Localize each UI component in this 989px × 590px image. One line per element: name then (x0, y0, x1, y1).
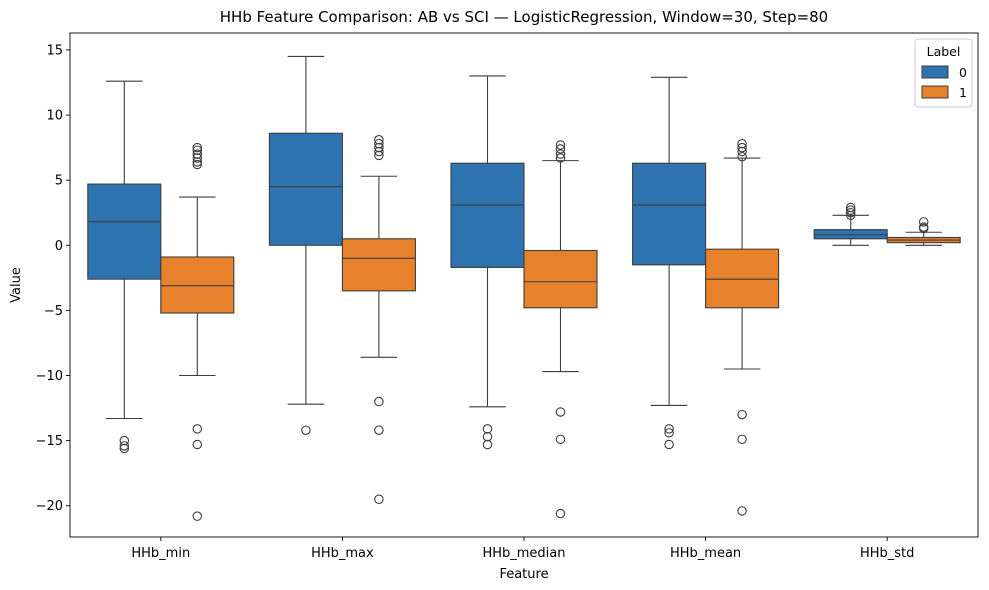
outlier-point (664, 439, 674, 450)
x-tick-label: HHb_max (311, 546, 374, 561)
outlier-point (555, 140, 566, 150)
x-tick-label: HHb_median (482, 546, 565, 561)
box-HHb_median-label-0 (450, 75, 525, 450)
outlier-point (555, 144, 566, 154)
outlier-point (192, 145, 203, 155)
outlier-point (374, 494, 384, 504)
outlier-point (555, 434, 566, 445)
outlier-point (192, 439, 203, 450)
outlier-point (737, 151, 747, 162)
outlier-point (374, 150, 384, 161)
chart-title: HHb Feature Comparison: AB vs SCI — Logi… (220, 8, 828, 26)
box-HHb_std-label-0 (813, 202, 888, 246)
outlier-point (374, 396, 384, 407)
outlier-point (737, 146, 747, 157)
y-tick-label: −10 (36, 369, 63, 384)
outlier-point (555, 153, 566, 163)
box-HHb_min-label-0 (87, 80, 162, 454)
outlier-point (737, 409, 747, 420)
legend-entry-0: 0 (959, 65, 967, 80)
x-tick-label: HHb_std (860, 546, 914, 561)
outlier-point (845, 202, 856, 213)
outlier-point (845, 210, 856, 221)
outlier-point (664, 428, 674, 438)
y-axis-label: Value (9, 267, 24, 303)
box-HHb_max-label-1 (341, 135, 416, 504)
outlier-point (374, 142, 384, 153)
outlier-point (374, 135, 384, 145)
legend-swatch-0 (921, 65, 949, 79)
y-tick-label: −15 (36, 434, 63, 449)
outlier-point (119, 443, 130, 454)
outlier-point (301, 425, 311, 435)
outlier-point (555, 149, 566, 159)
y-tick-label: 5 (55, 174, 63, 189)
outlier-point (192, 142, 203, 153)
iqr-box (632, 162, 707, 266)
outlier-point (918, 222, 929, 232)
iqr-box (523, 249, 598, 309)
box-HHb_median-label-1 (523, 140, 598, 519)
box-HHb_max-label-0 (268, 55, 343, 435)
legend: Label 0 1 (914, 38, 973, 108)
boxes-layer (87, 55, 961, 521)
legend-title: Label (927, 44, 961, 59)
x-axis: HHb_min HHb_max HHb_median HHb_mean HHb_std (131, 537, 914, 561)
outlier-point (845, 207, 856, 218)
y-tick-label: 0 (55, 239, 63, 254)
box-HHb_std-label-1 (886, 217, 961, 246)
outlier-point (374, 146, 384, 157)
legend-swatch-1 (921, 85, 949, 99)
box-HHb_min-label-1 (160, 142, 235, 521)
outlier-point (664, 424, 674, 434)
x-tick-label: HHb_mean (670, 546, 741, 561)
outlier-point (119, 441, 130, 451)
y-tick-label: −20 (36, 499, 63, 514)
outlier-point (555, 508, 566, 519)
outlier-point (555, 407, 566, 417)
outlier-point (192, 153, 203, 163)
outlier-point (119, 435, 130, 446)
outlier-point (918, 217, 929, 227)
iqr-box (705, 248, 780, 309)
outlier-point (482, 431, 493, 442)
x-axis-label: Feature (499, 567, 548, 582)
y-axis: 15 10 5 0 −5 −10 −15 −20 (36, 43, 70, 514)
outlier-point (845, 205, 856, 215)
iqr-box (341, 238, 416, 292)
outlier-point (192, 424, 203, 434)
iqr-box (450, 162, 525, 268)
legend-entry-1: 1 (959, 85, 967, 100)
y-tick-label: 15 (46, 43, 63, 58)
y-tick-label: −5 (44, 304, 63, 319)
iqr-box (813, 229, 888, 240)
outlier-point (737, 506, 747, 516)
outlier-point (192, 149, 203, 159)
outlier-point (482, 424, 493, 434)
outlier-point (737, 142, 747, 153)
box-HHb_mean-label-0 (632, 76, 707, 450)
x-tick-label: HHb_min (131, 546, 190, 561)
outlier-point (192, 159, 203, 170)
y-tick-label: 10 (46, 109, 63, 124)
iqr-box (87, 183, 162, 280)
outlier-point (192, 511, 203, 521)
outlier-point (192, 157, 203, 167)
outlier-point (482, 439, 493, 450)
iqr-box (268, 132, 343, 246)
outlier-point (374, 138, 384, 149)
outlier-point (737, 138, 747, 149)
box-HHb_mean-label-1 (705, 138, 780, 516)
outlier-point (374, 425, 384, 435)
iqr-box (160, 256, 235, 314)
outlier-point (737, 434, 747, 445)
